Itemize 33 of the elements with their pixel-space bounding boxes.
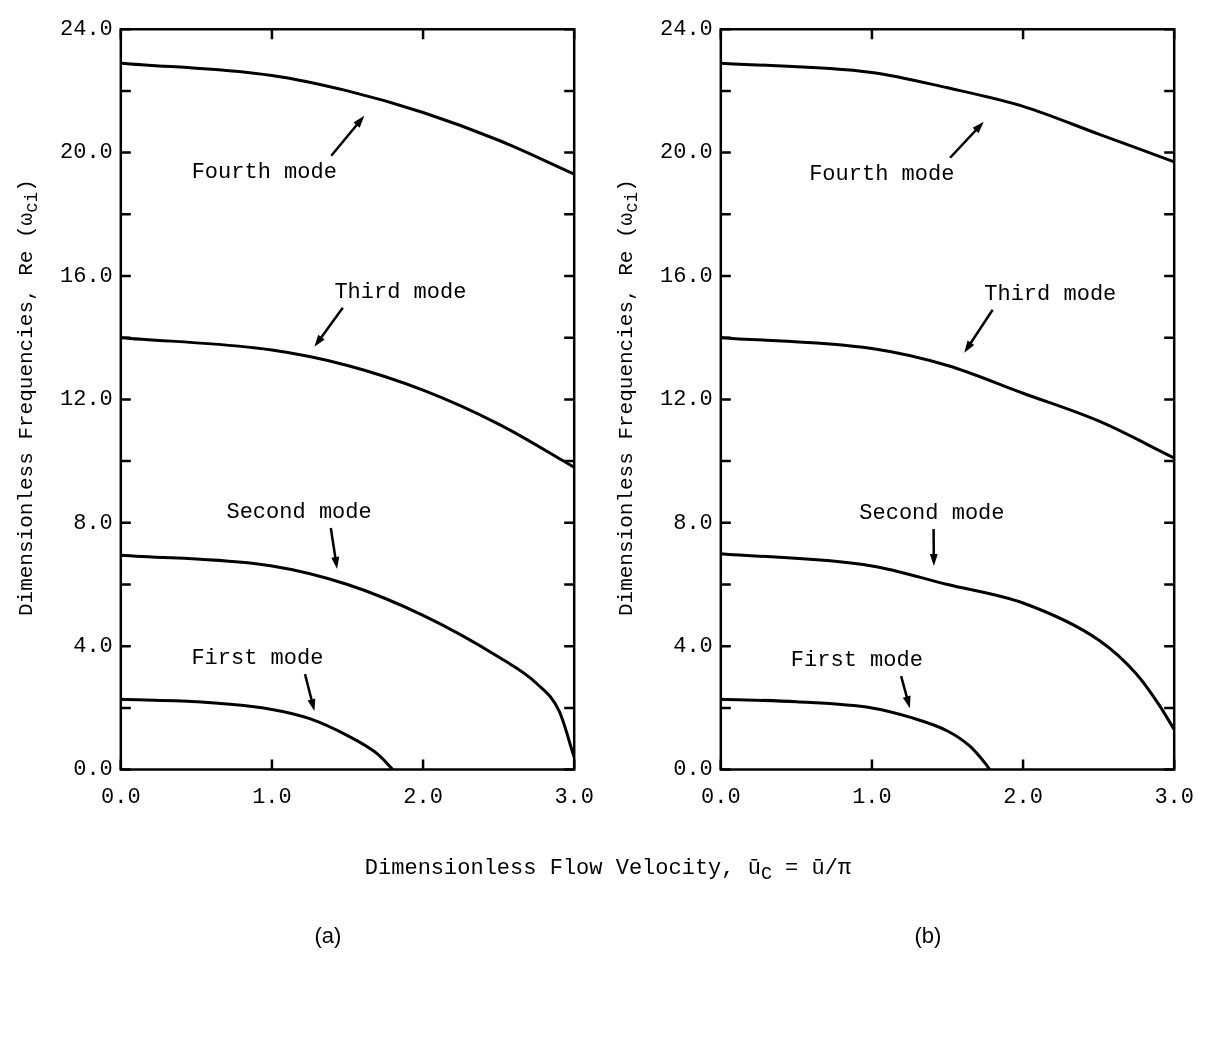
x-tick-label: 3.0 bbox=[554, 784, 594, 810]
y-tick-label: 8.0 bbox=[673, 510, 713, 536]
text: (a) bbox=[313, 923, 343, 949]
y-tick-label: 16.0 bbox=[60, 263, 113, 289]
y-tick-label: 4.0 bbox=[73, 634, 113, 660]
annotation: Fourth mode bbox=[809, 161, 955, 187]
annotation: Third mode bbox=[334, 279, 467, 305]
x-tick-label: 2.0 bbox=[1003, 784, 1043, 810]
annotation: Second mode bbox=[226, 499, 372, 525]
annotation: First mode bbox=[191, 645, 324, 671]
annotation: Second mode bbox=[859, 500, 1005, 526]
y-tick-label: 20.0 bbox=[660, 140, 713, 166]
x-tick-label: 1.0 bbox=[252, 784, 292, 810]
x-tick-label: 0.0 bbox=[701, 784, 741, 810]
y-tick-label: 0.0 bbox=[673, 757, 713, 783]
y-tick-label: 24.0 bbox=[660, 17, 713, 43]
annotation: Fourth mode bbox=[191, 159, 337, 185]
annotation: Third mode bbox=[984, 281, 1117, 307]
x-tick-label: 1.0 bbox=[852, 784, 892, 810]
y-tick-label: 8.0 bbox=[73, 510, 113, 536]
y-tick-label: 4.0 bbox=[673, 634, 713, 660]
x-tick-label: 0.0 bbox=[101, 784, 141, 810]
y-tick-label: 24.0 bbox=[60, 17, 113, 43]
x-axis-title: Dimensionless Flow Velocity, ū$_{C}$ = ū/π bbox=[363, 856, 853, 886]
y-tick-label: 12.0 bbox=[60, 387, 113, 413]
y-tick-label: 20.0 bbox=[60, 140, 113, 166]
x-tick-label: 2.0 bbox=[403, 784, 443, 810]
y-tick-label: 0.0 bbox=[73, 757, 113, 783]
y-tick-label: 12.0 bbox=[660, 387, 713, 413]
y-tick-label: 16.0 bbox=[660, 263, 713, 289]
annotation: First mode bbox=[790, 647, 923, 673]
x-tick-label: 3.0 bbox=[1154, 784, 1194, 810]
text: (b) bbox=[913, 923, 943, 949]
